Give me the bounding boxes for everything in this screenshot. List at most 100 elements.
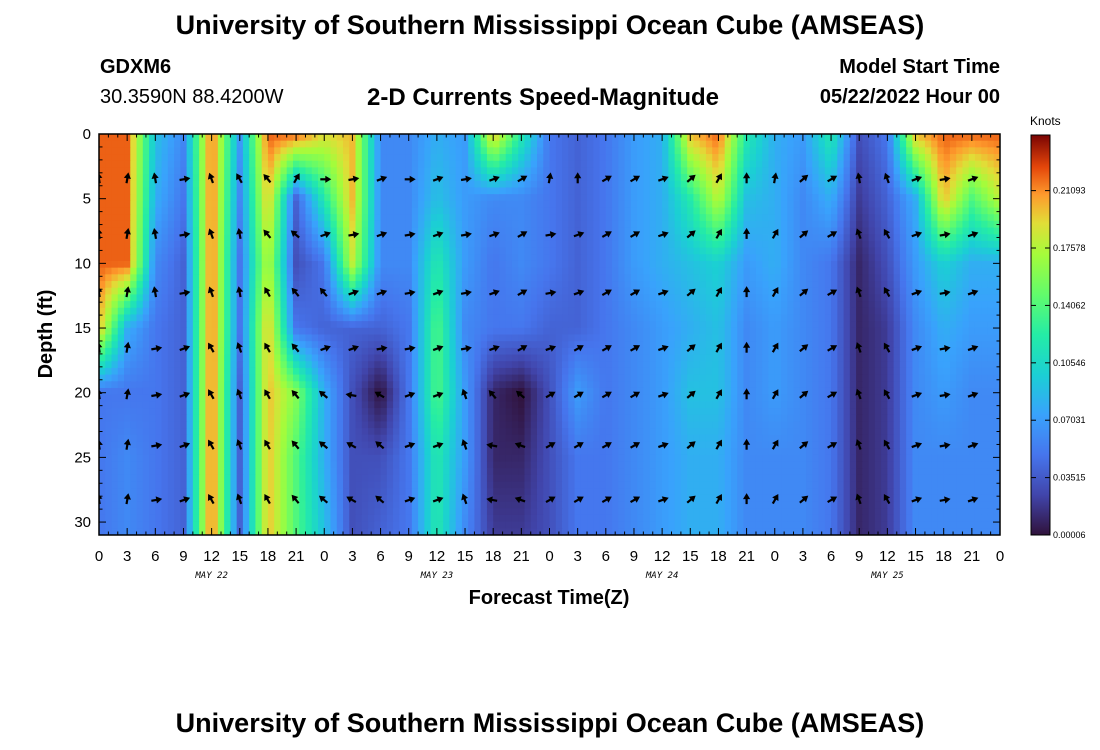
heat-cell [605,334,613,342]
heat-cell [536,260,544,269]
heat-cell [918,174,926,182]
heat-cell [568,274,576,282]
heat-cell [893,307,901,316]
heat-cell [843,274,851,282]
heat-cell [430,134,438,142]
heat-cell [224,354,231,362]
heat-cell [818,160,826,169]
heat-cell [380,154,388,162]
heat-cell [205,267,213,275]
heat-cell [649,154,657,162]
heat-cell [818,307,826,316]
heat-cell [299,200,307,209]
heat-cell [831,254,838,262]
heat-cell [555,321,563,329]
heat-cell [974,287,982,295]
heat-cell [649,301,657,309]
heat-cell [274,207,282,215]
heat-cell [380,354,388,362]
heat-cell [530,240,538,249]
heat-cell [499,160,507,169]
heat-cell [374,220,382,229]
heat-cell [124,220,131,229]
heat-cell [668,214,676,222]
heat-cell [680,227,688,235]
heat-cell [718,334,726,342]
heat-cell [511,214,519,222]
heat-cell [587,227,594,235]
heat-cell [142,334,150,342]
heat-cell [461,180,469,189]
heat-cell [236,354,244,362]
heat-cell [737,194,745,202]
heat-cell [755,200,763,209]
heat-cell [192,287,200,295]
heat-cell [205,187,213,195]
heat-cell [637,287,644,295]
heat-cell [386,294,394,302]
heat-cell [311,314,319,322]
heat-cell [993,294,1000,302]
heat-cell [737,327,745,336]
heat-cell [443,341,450,349]
heat-cell [461,234,469,242]
heat-cell [812,207,820,215]
heat-cell [587,347,594,356]
heat-cell [806,247,813,255]
heat-cell [267,234,275,242]
heat-cell [380,200,388,209]
heat-cell [393,134,400,142]
heat-cell [593,281,601,289]
heat-cell [424,220,432,229]
heat-cell [280,354,288,362]
heat-cell [762,240,770,249]
heat-cell [837,267,845,275]
heat-cell [868,140,876,148]
heat-cell [286,341,294,349]
heat-cell [812,307,820,316]
heat-cell [956,274,964,282]
heat-cell [124,160,131,169]
heat-cell [793,220,801,229]
heat-cell [893,220,901,229]
heat-cell [124,267,131,275]
heat-cell [130,234,138,242]
heat-cell [730,187,738,195]
heat-cell [418,354,425,362]
heat-cell [687,207,695,215]
heat-cell [787,321,795,329]
heat-cell [505,187,513,195]
heat-cell [299,180,307,189]
heat-cell [286,147,294,155]
heat-cell [211,134,219,142]
heat-cell [368,220,375,229]
heat-cell [574,287,582,295]
heat-cell [549,214,557,222]
heat-cell [274,294,282,302]
heat-cell [562,214,569,222]
heat-cell [612,321,619,329]
heat-cell [192,294,200,302]
heat-cell [574,267,582,275]
heat-cell [712,227,720,235]
heat-cell [887,287,895,295]
heat-cell [793,334,801,342]
heat-cell [261,260,269,269]
heat-cell [918,154,926,162]
heat-cell [211,254,219,262]
heat-cell [330,154,338,162]
heat-cell [787,240,795,249]
heat-cell [330,200,338,209]
heat-cell [530,260,538,269]
heat-cell [424,194,432,202]
heat-cell [224,214,231,222]
heat-cell [130,147,138,155]
heat-cell [674,240,682,249]
heat-cell [536,147,544,155]
heat-cell [768,314,776,322]
heat-cell [217,200,225,209]
heat-cell [199,260,206,269]
heat-cell [317,187,325,195]
heat-cell [543,354,551,362]
heat-cell [461,167,469,175]
